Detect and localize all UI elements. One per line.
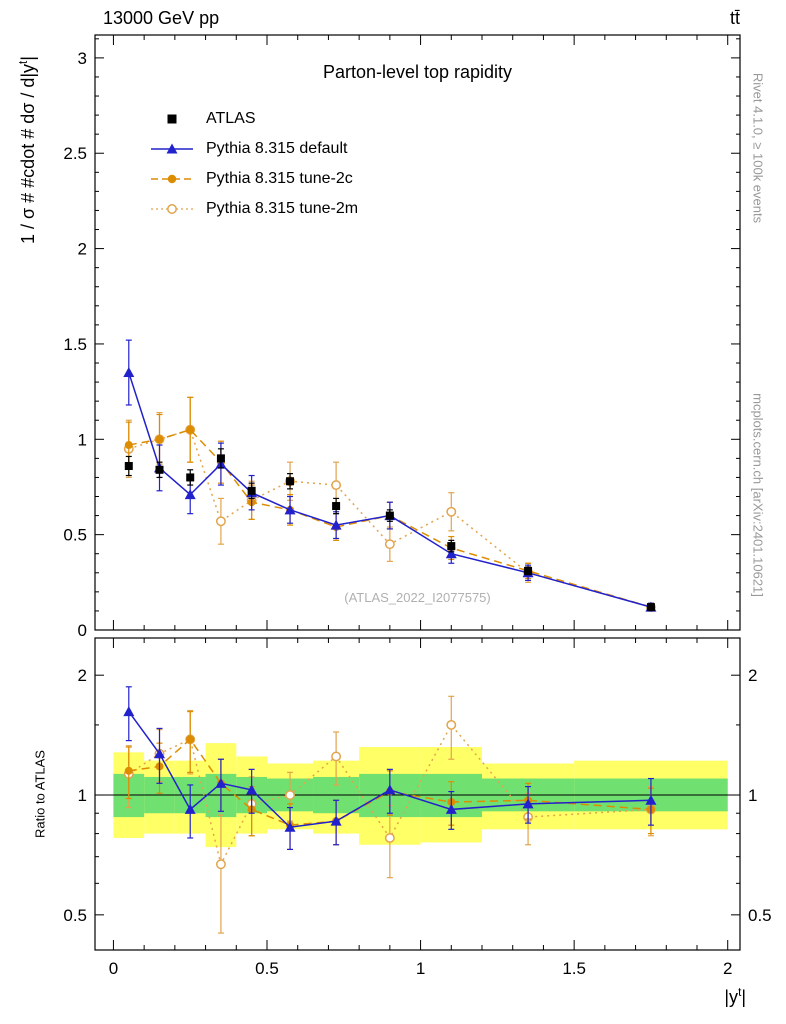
- svg-text:0.5: 0.5: [748, 906, 772, 925]
- svg-text:2: 2: [748, 666, 757, 685]
- main-series-atlas: [124, 448, 655, 612]
- legend: ATLAS Pythia 8.315 default Pythia 8.315 …: [148, 104, 358, 224]
- legend-item-atlas: ATLAS: [148, 104, 358, 134]
- ratio-series-pythia-8-315-default: [123, 686, 657, 851]
- triangle-marker-icon: [166, 143, 178, 154]
- analysis-id-watermark: (ATLAS_2022_I2077575): [344, 590, 491, 605]
- pythia-default-marker-icon: [151, 143, 193, 154]
- svg-text:2: 2: [78, 240, 87, 259]
- legend-label-atlas: ATLAS: [206, 110, 256, 127]
- x-axis-title: |yt|: [700, 986, 746, 1008]
- process-label: tt̄: [729, 8, 740, 28]
- svg-text:1.5: 1.5: [63, 335, 87, 354]
- main-series-pythia-8-315-default: [123, 339, 657, 612]
- axis-ticks: [95, 35, 740, 950]
- svg-text:1: 1: [416, 959, 425, 978]
- svg-text:1: 1: [78, 430, 87, 449]
- x-axis-title-text: |y: [724, 987, 739, 1007]
- x-axis-title-sup: t: [738, 986, 742, 999]
- svg-text:3: 3: [78, 49, 87, 68]
- svg-text:2: 2: [78, 666, 87, 685]
- svg-text:0: 0: [78, 621, 87, 640]
- svg-text:1.5: 1.5: [562, 959, 586, 978]
- plot-title: Parton-level top rapidity: [322, 62, 513, 82]
- axis-tick-labels: 0 0.5 1 1.5 2 2.5 3 0.5 0.5 1 1 2 2 0 0.5 1 1.5 2: [63, 49, 771, 978]
- svg-text:0.5: 0.5: [63, 906, 87, 925]
- svg-text:0.5: 0.5: [255, 959, 279, 978]
- tune-2c-marker-icon: [151, 174, 193, 184]
- legend-item-tune-2m: Pythia 8.315 tune-2m: [148, 194, 358, 224]
- svg-text:0.5: 0.5: [63, 526, 87, 545]
- svg-text:2: 2: [723, 959, 732, 978]
- legend-item-tune-2c: Pythia 8.315 tune-2c: [148, 164, 358, 194]
- x-axis-title-suffix: |: [741, 987, 746, 1007]
- beam-energy-label: 13000 GeV pp: [103, 8, 220, 28]
- ratio-frame: [94, 637, 741, 951]
- main-frame: [94, 34, 741, 631]
- svg-text:0: 0: [109, 959, 118, 978]
- tune-2m-marker-icon: [151, 204, 193, 214]
- legend-label-tune-2c: Pythia 8.315 tune-2c: [206, 170, 353, 187]
- atlas-marker-icon: [167, 114, 177, 124]
- svg-text:1: 1: [748, 786, 757, 805]
- filled-circle-marker-icon: [167, 174, 177, 184]
- svg-text:1: 1: [78, 786, 87, 805]
- square-marker-icon: [167, 114, 177, 124]
- legend-item-pythia-default: Pythia 8.315 default: [148, 134, 358, 164]
- legend-label-pythia-default: Pythia 8.315 default: [206, 140, 348, 157]
- open-circle-marker-icon: [167, 204, 177, 214]
- svg-text:2.5: 2.5: [63, 144, 87, 163]
- legend-label-tune-2m: Pythia 8.315 tune-2m: [206, 200, 359, 217]
